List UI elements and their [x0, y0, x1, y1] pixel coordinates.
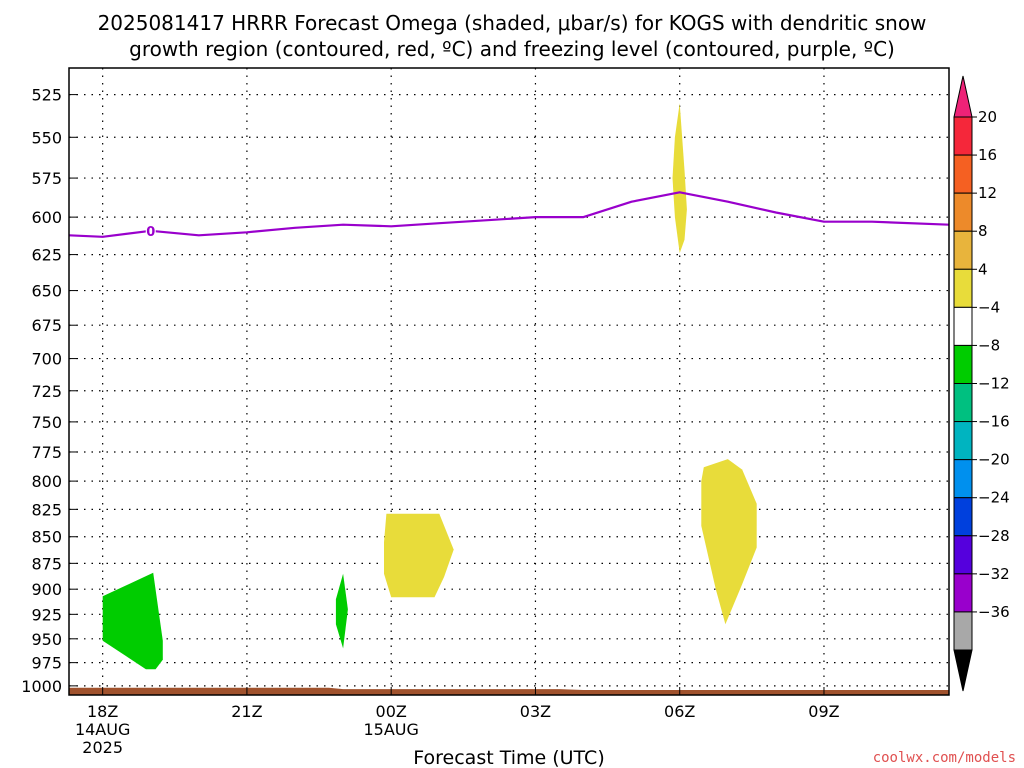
colorbar-swatch-3	[953, 230, 973, 270]
colorbar-swatch-7	[953, 383, 973, 423]
colorbar-label-0: 20	[978, 108, 997, 126]
y-tick-label-700: 700	[31, 350, 62, 369]
colorbar-label-5: −4	[978, 298, 1000, 316]
omega-region-1	[335, 573, 348, 649]
y-tick-label-975: 975	[31, 654, 62, 673]
x-tick-label-03Z: 03Z	[520, 702, 551, 721]
colorbar-swatch-11	[953, 535, 973, 575]
x-tick-label-21Z: 21Z	[231, 702, 262, 721]
y-tick-label-525: 525	[31, 86, 62, 105]
colorbar-swatch-6	[953, 344, 973, 384]
x-tick-date-18Z: 14AUG	[75, 720, 130, 739]
colorbar-label-10: −24	[978, 489, 1010, 507]
y-tick-label-925: 925	[31, 605, 62, 624]
colorbar-swatch-8	[953, 421, 973, 461]
y-tick-label-625: 625	[31, 246, 62, 265]
y-tick-label-775: 775	[31, 443, 62, 462]
omega-region-0	[102, 572, 163, 670]
colorbar-swatch-0	[953, 116, 973, 156]
colorbar-label-6: −8	[978, 336, 1000, 354]
grid-lines	[69, 68, 949, 695]
y-tick-label-675: 675	[31, 316, 62, 335]
colorbar-swatch-4	[953, 268, 973, 308]
y-tick-label-550: 550	[31, 128, 62, 147]
y-tick-label-650: 650	[31, 282, 62, 301]
colorbar-label-13: −36	[978, 603, 1010, 621]
freezing-label-bg	[145, 223, 156, 238]
colorbar-label-7: −12	[978, 375, 1010, 393]
credit-text: coolwx.com/models	[873, 750, 1016, 766]
colorbar-swatch-1	[953, 154, 973, 194]
y-tick-label-600: 600	[31, 208, 62, 227]
y-tick-label-950: 950	[31, 630, 62, 649]
colorbar-swatch-9	[953, 459, 973, 499]
colorbar-label-1: 16	[978, 146, 997, 164]
colorbar-label-4: 4	[978, 260, 988, 278]
colorbar-label-3: 8	[978, 222, 988, 240]
colorbar-swatch-5	[953, 306, 973, 346]
x-tick-year-18Z: 2025	[82, 738, 123, 757]
freezing-level-line	[69, 191, 949, 238]
x-axis-label: Forecast Time (UTC)	[413, 747, 604, 768]
terrain-fill	[69, 687, 949, 695]
x-tick-label-06Z: 06Z	[664, 702, 695, 721]
colorbar-label-12: −32	[978, 565, 1010, 583]
colorbar-label-8: −16	[978, 413, 1010, 431]
colorbar-label-9: −20	[978, 451, 1010, 469]
colorbar-top-arrow	[953, 75, 973, 118]
plot-frame	[68, 67, 950, 696]
freezing-level-label: 0	[146, 225, 155, 240]
x-tick-date-00Z: 15AUG	[363, 720, 418, 739]
x-tick-label-18Z: 18Z	[87, 702, 118, 721]
y-tick-label-575: 575	[31, 169, 62, 188]
y-tick-label-1000: 1000	[21, 677, 62, 696]
chart-title-line-2: growth region (contoured, red, ºC) and f…	[129, 37, 895, 61]
y-tick-label-750: 750	[31, 413, 62, 432]
colorbar-swatch-2	[953, 192, 973, 232]
y-tick-label-825: 825	[31, 500, 62, 519]
terrain-layer	[69, 687, 949, 695]
omega-region-3	[672, 103, 687, 254]
omega-regions	[102, 103, 757, 670]
y-axis-ticks: 525 550 575 600 625 650 675 700 725 750 775 800 825 8…	[21, 86, 77, 696]
y-tick-label-850: 850	[31, 528, 62, 547]
y-tick-label-800: 800	[31, 472, 62, 491]
colorbar-bottom-arrow	[953, 649, 973, 692]
colorbar-swatch-12	[953, 573, 973, 613]
omega-region-4	[701, 459, 757, 625]
x-tick-label-09Z: 09Z	[808, 702, 839, 721]
freezing-level-layer: 0	[69, 191, 949, 240]
colorbar-label-2: 12	[978, 184, 997, 202]
x-tick-label-00Z: 00Z	[376, 702, 407, 721]
y-tick-label-725: 725	[31, 382, 62, 401]
chart-title-line-1: 2025081417 HRRR Forecast Omega (shaded, …	[98, 11, 927, 35]
colorbar-swatch-13	[953, 611, 973, 651]
colorbar-label-11: −28	[978, 527, 1010, 545]
y-tick-label-875: 875	[31, 554, 62, 573]
colorbar: 20 16 12 8 4 −4 −8 −12 −16 −20 −24 −28 −32 −36	[953, 75, 1010, 692]
colorbar-swatch-10	[953, 497, 973, 537]
omega-region-2	[384, 513, 454, 598]
y-tick-label-900: 900	[31, 580, 62, 599]
